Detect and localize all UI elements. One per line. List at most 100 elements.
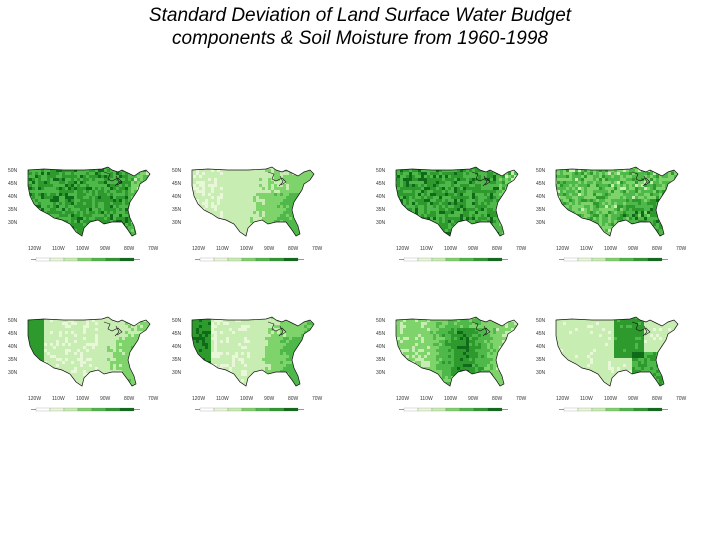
- lon-tick-label: 90W: [628, 396, 639, 402]
- shade-layer: [556, 167, 678, 236]
- lon-tick-label: 110W: [580, 246, 593, 252]
- shade-layer: [192, 317, 314, 386]
- lat-tick-label: 35N: [8, 357, 18, 363]
- lon-tick-label: 70W: [148, 396, 159, 402]
- lon-tick-label: 90W: [264, 246, 275, 252]
- coastline: [395, 316, 519, 387]
- color-bar: [31, 257, 140, 262]
- lat-tick-label: 30N: [172, 220, 182, 226]
- lat-tick-label: 35N: [376, 207, 386, 213]
- lon-tick-label: 100W: [604, 396, 617, 402]
- color-bar: [559, 257, 668, 262]
- lat-tick-label: 45N: [376, 181, 386, 187]
- lon-tick-label: 80W: [652, 396, 663, 402]
- lat-tick-label: 50N: [8, 168, 18, 174]
- lon-tick-label: 70W: [516, 246, 527, 252]
- lat-tick-label: 35N: [376, 357, 386, 363]
- lon-tick-label: 80W: [288, 246, 299, 252]
- lon-tick-label: 110W: [52, 246, 65, 252]
- coastline: [555, 166, 679, 237]
- lat-tick-label: 50N: [172, 168, 182, 174]
- map-panel-5: 50N 45N 40N 35N 30N 120W 110W 100W 90W 80W 70W: [4, 282, 164, 430]
- lon-tick-label: 100W: [76, 246, 89, 252]
- great-lakes: [471, 171, 491, 187]
- lon-tick-label: 100W: [76, 396, 89, 402]
- lat-tick-label: 50N: [8, 318, 18, 324]
- lat-tick-label: 45N: [536, 181, 546, 187]
- lon-tick-label: 70W: [312, 396, 323, 402]
- lon-tick-label: 100W: [604, 246, 617, 252]
- lon-tick-label: 90W: [100, 246, 111, 252]
- lon-tick-label: 90W: [100, 396, 111, 402]
- lat-tick-label: 45N: [172, 181, 182, 187]
- color-bar: [195, 407, 304, 412]
- lon-tick-label: 120W: [556, 396, 569, 402]
- lat-tick-label: 50N: [376, 168, 386, 174]
- lon-tick-label: 100W: [240, 396, 253, 402]
- lat-tick-label: 35N: [8, 207, 18, 213]
- lat-tick-label: 30N: [536, 220, 546, 226]
- great-lakes: [267, 171, 287, 187]
- lat-tick-label: 40N: [172, 344, 182, 350]
- map-svg: 50N 45N 40N 35N 30N 120W 110W 100W 90W 80W 70W: [8, 316, 159, 412]
- lat-tick-label: 30N: [376, 370, 386, 376]
- lon-tick-label: 70W: [516, 396, 527, 402]
- map-panel-4: 50N 45N 40N 35N 30N 120W 110W 100W 90W 80W 70W: [532, 132, 692, 280]
- lat-tick-label: 50N: [536, 168, 546, 174]
- lon-tick-label: 70W: [676, 246, 687, 252]
- lat-tick-label: 30N: [376, 220, 386, 226]
- slide-title-line-1: Standard Deviation of Land Surface Water…: [148, 5, 572, 26]
- lat-tick-label: 35N: [172, 357, 182, 363]
- great-lakes: [103, 321, 123, 337]
- lat-tick-label: 40N: [172, 194, 182, 200]
- lon-tick-label: 80W: [492, 246, 503, 252]
- lon-tick-label: 100W: [444, 246, 457, 252]
- color-bar: [559, 407, 668, 412]
- lat-tick-label: 40N: [536, 194, 546, 200]
- lon-tick-label: 90W: [628, 246, 639, 252]
- lon-tick-label: 80W: [124, 246, 135, 252]
- great-lakes: [631, 171, 651, 187]
- coastline: [27, 316, 151, 387]
- great-lakes: [103, 171, 123, 187]
- shade-layer: [28, 167, 150, 236]
- great-lakes: [471, 321, 491, 337]
- lat-tick-label: 45N: [8, 331, 18, 337]
- lon-tick-label: 120W: [192, 246, 205, 252]
- coastline: [191, 166, 315, 237]
- lat-tick-label: 30N: [536, 370, 546, 376]
- lon-tick-label: 120W: [556, 246, 569, 252]
- lon-tick-label: 110W: [580, 396, 593, 402]
- coastline: [395, 166, 519, 237]
- lon-tick-label: 90W: [468, 396, 479, 402]
- lat-tick-label: 30N: [8, 370, 18, 376]
- lon-tick-label: 110W: [420, 396, 433, 402]
- color-bar: [195, 257, 304, 262]
- map-svg: 50N 45N 40N 35N 30N 120W 110W 100W 90W 80W 70W: [536, 316, 687, 412]
- lon-tick-label: 110W: [52, 396, 65, 402]
- lat-tick-label: 50N: [536, 318, 546, 324]
- lat-tick-label: 40N: [8, 344, 18, 350]
- lat-tick-label: 45N: [172, 331, 182, 337]
- color-bar: [399, 407, 508, 412]
- lat-tick-label: 40N: [8, 194, 18, 200]
- shade-layer: [28, 317, 150, 386]
- lon-tick-label: 70W: [312, 246, 323, 252]
- slide-title-line-2: components & Soil Moisture from 1960-199…: [172, 28, 548, 49]
- lon-tick-label: 120W: [28, 246, 41, 252]
- lat-tick-label: 40N: [376, 344, 386, 350]
- map-panel-3: 50N 45N 40N 35N 30N 120W 110W 100W 90W 80W 70W: [372, 132, 532, 280]
- lat-tick-label: 35N: [536, 357, 546, 363]
- lon-tick-label: 110W: [216, 396, 229, 402]
- lon-tick-label: 70W: [676, 396, 687, 402]
- lon-tick-label: 110W: [216, 246, 229, 252]
- lat-tick-label: 45N: [536, 331, 546, 337]
- map-panel-6: 50N 45N 40N 35N 30N 120W 110W 100W 90W 80W 70W: [168, 282, 328, 430]
- map-panel-8: 50N 45N 40N 35N 30N 120W 110W 100W 90W 80W 70W: [532, 282, 692, 430]
- lon-tick-label: 80W: [492, 396, 503, 402]
- map-svg: 50N 45N 40N 35N 30N 120W 110W 100W 90W 80W 70W: [172, 316, 323, 412]
- color-bar: [399, 257, 508, 262]
- great-lakes: [631, 321, 651, 337]
- lon-tick-label: 110W: [420, 246, 433, 252]
- map-svg: 50N 45N 40N 35N 30N 120W 110W 100W 90W 80W 70W: [376, 166, 527, 262]
